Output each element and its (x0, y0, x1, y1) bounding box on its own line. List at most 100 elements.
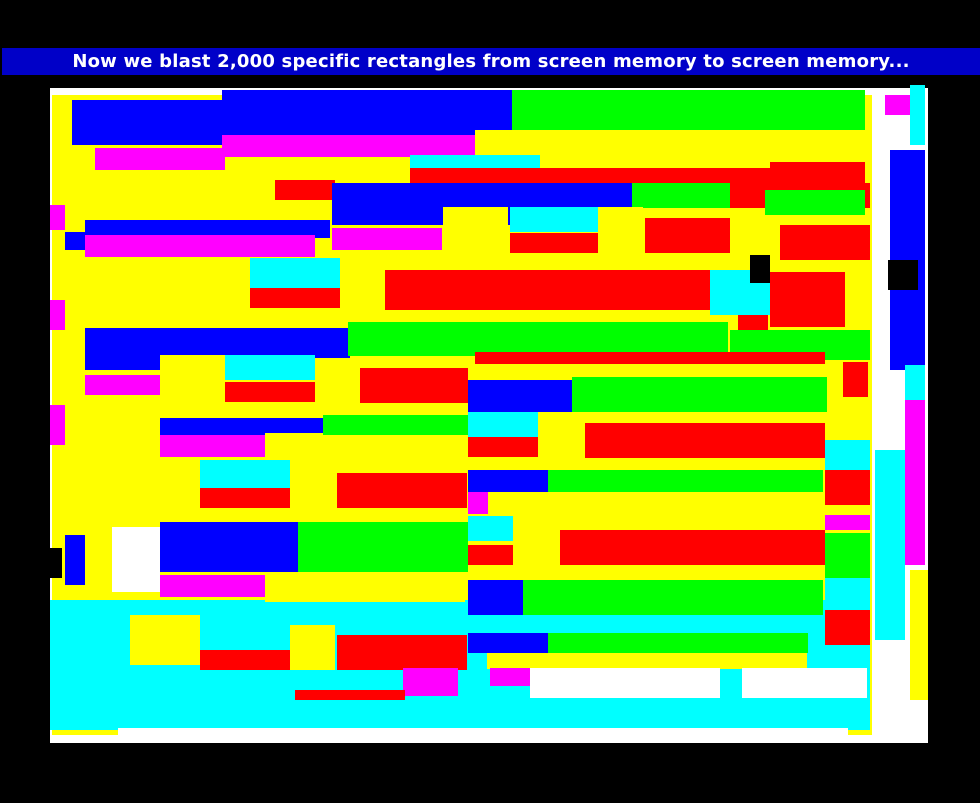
blitted-rectangle-blue (468, 470, 548, 492)
blitted-rectangle-cyan (510, 207, 598, 232)
blitted-rectangle-magenta (50, 405, 65, 445)
blitted-rectangle-blue (468, 380, 573, 412)
blitted-rectangle-magenta (50, 205, 65, 230)
blitted-rectangle-red (225, 382, 315, 402)
blitted-rectangle-green (825, 533, 870, 578)
blitted-rectangle-magenta (403, 668, 458, 696)
blitted-rectangle-cyan (200, 620, 290, 650)
blitted-rectangle-blue (468, 580, 523, 615)
blitted-rectangle-magenta (50, 300, 65, 330)
blitted-rectangle-magenta (85, 235, 315, 257)
blitted-rectangle-cyan (905, 365, 925, 400)
blitted-rectangle-yellow (315, 358, 360, 413)
blitted-rectangle-yellow (487, 492, 823, 520)
blitted-rectangle-red (200, 650, 290, 670)
blitted-rectangle-red (825, 610, 870, 645)
blitted-rectangle-red (780, 225, 870, 260)
blitted-rectangle-red (337, 635, 467, 670)
blitted-rectangle-magenta (468, 492, 488, 514)
blitted-rectangle-cyan (825, 578, 870, 608)
blitted-rectangle-black (888, 260, 918, 290)
blitted-rectangle-yellow (340, 268, 385, 323)
blitted-rectangle-blue (222, 90, 512, 130)
blitted-rectangle-yellow (265, 572, 465, 602)
blitted-rectangle-yellow (475, 130, 865, 160)
blitted-rectangle-green (548, 633, 808, 653)
blitted-rectangle-yellow (910, 570, 928, 700)
blitted-rectangle-red (410, 168, 770, 184)
blitted-rectangle-white (118, 728, 848, 743)
blitted-rectangle-magenta (160, 435, 265, 457)
blitted-rectangle-yellow (538, 413, 583, 468)
blitted-rectangle-green (765, 190, 865, 215)
blitted-rectangle-magenta (885, 95, 910, 115)
blitted-rectangle-cyan (225, 355, 315, 380)
blitted-rectangle-cyan (410, 155, 540, 170)
blitted-rectangle-yellow (130, 615, 200, 665)
blitted-rectangle-green (548, 470, 823, 492)
blitted-rectangle-red (610, 352, 825, 364)
blitted-rectangle-yellow (85, 258, 250, 308)
blitted-rectangle-green (510, 90, 865, 130)
blitted-rectangle-red (200, 488, 290, 508)
blitted-rectangle-white (530, 668, 720, 698)
blitted-rectangle-magenta (905, 400, 925, 565)
blitted-rectangle-green (572, 377, 827, 412)
blitted-rectangle-magenta (85, 375, 160, 395)
blitted-rectangle-magenta (332, 228, 442, 250)
blitted-rectangle-green (348, 322, 728, 356)
blitted-rectangle-white (742, 668, 867, 698)
blitted-rectangle-green (298, 522, 468, 572)
blitted-rectangle-yellow (65, 170, 265, 220)
blitted-rectangle-red (560, 530, 825, 565)
blitted-rectangle-blue (65, 535, 85, 585)
blitted-rectangle-cyan (468, 516, 513, 541)
blitted-rectangle-red (275, 180, 335, 200)
blitted-rectangle-green (523, 580, 823, 615)
blitted-rectangle-red (475, 352, 610, 364)
blitted-rectangle-blue (85, 220, 330, 238)
blitted-rectangle-red (843, 362, 868, 397)
blitted-rectangle-cyan (250, 258, 340, 288)
blitted-rectangle-cyan (825, 440, 870, 470)
blitted-rectangle-yellow (160, 355, 225, 415)
blitted-rectangle-red (295, 690, 405, 700)
blitted-rectangle-blue (160, 418, 325, 436)
blitted-rectangle-green (323, 415, 468, 435)
blitted-rectangle-red (825, 470, 870, 505)
blitted-rectangle-red (385, 270, 710, 310)
blitted-rectangle-white (112, 527, 160, 592)
blitted-rectangle-magenta (95, 148, 225, 170)
blitted-rectangle-yellow (487, 653, 807, 669)
blitted-rectangle-yellow (290, 462, 335, 517)
blitted-rectangle-yellow (598, 207, 643, 262)
blitted-rectangle-red (250, 288, 340, 308)
blitted-rectangle-red (337, 473, 467, 508)
blitted-rectangle-red (360, 368, 468, 403)
blitted-rectangle-cyan (60, 700, 850, 726)
blitted-rectangle-blue (468, 633, 548, 653)
blitted-rectangle-red (510, 233, 598, 253)
blitted-rectangle-cyan (468, 412, 538, 437)
blitted-rectangle-cyan (910, 85, 925, 145)
blitted-rectangle-blue (160, 522, 298, 572)
blitted-rectangle-magenta (160, 575, 265, 597)
blitted-rectangle-yellow (290, 625, 335, 670)
blitted-rectangle-red (468, 545, 513, 565)
demo-caption-banner: Now we blast 2,000 specific rectangles f… (2, 48, 980, 75)
blitted-rectangle-yellow (265, 433, 470, 463)
blitted-rectangle-black (50, 548, 62, 578)
blitted-rectangle-cyan (200, 460, 290, 488)
blitted-rectangle-red (468, 437, 538, 457)
blitted-rectangle-yellow (513, 520, 558, 578)
blitted-rectangle-white (875, 370, 905, 450)
blitted-rectangle-red (770, 272, 845, 327)
blitted-rectangle-yellow (443, 207, 508, 252)
blitted-rectangle-magenta (222, 135, 477, 157)
blitted-rectangle-red (645, 218, 730, 253)
blitted-rectangle-magenta (825, 515, 870, 530)
blitted-rectangle-blue (65, 232, 85, 250)
blitted-rectangle-black (750, 255, 770, 283)
blitted-rectangle-red (585, 423, 825, 458)
